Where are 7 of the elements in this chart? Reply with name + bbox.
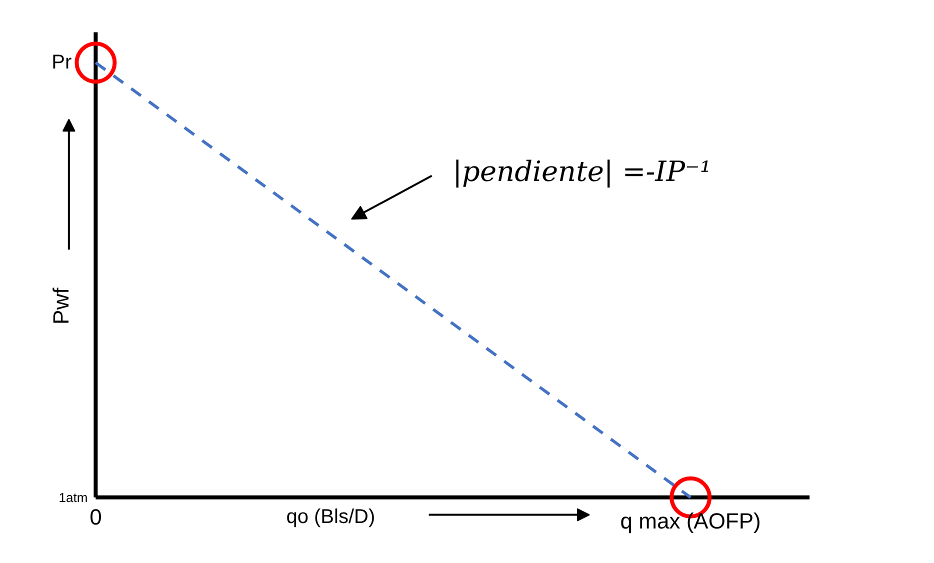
x-tick-label: q max (AOFP) [620, 508, 761, 534]
x-tick-label: 0 [90, 504, 102, 530]
y-axis-title: Pwf [48, 286, 74, 324]
x-axis-title: qo (Bls/D) [286, 506, 376, 528]
annotation: Pr [52, 52, 72, 74]
annotation: |pendiente| =-IP⁻¹ [452, 154, 712, 188]
text: 1atm [58, 490, 88, 505]
